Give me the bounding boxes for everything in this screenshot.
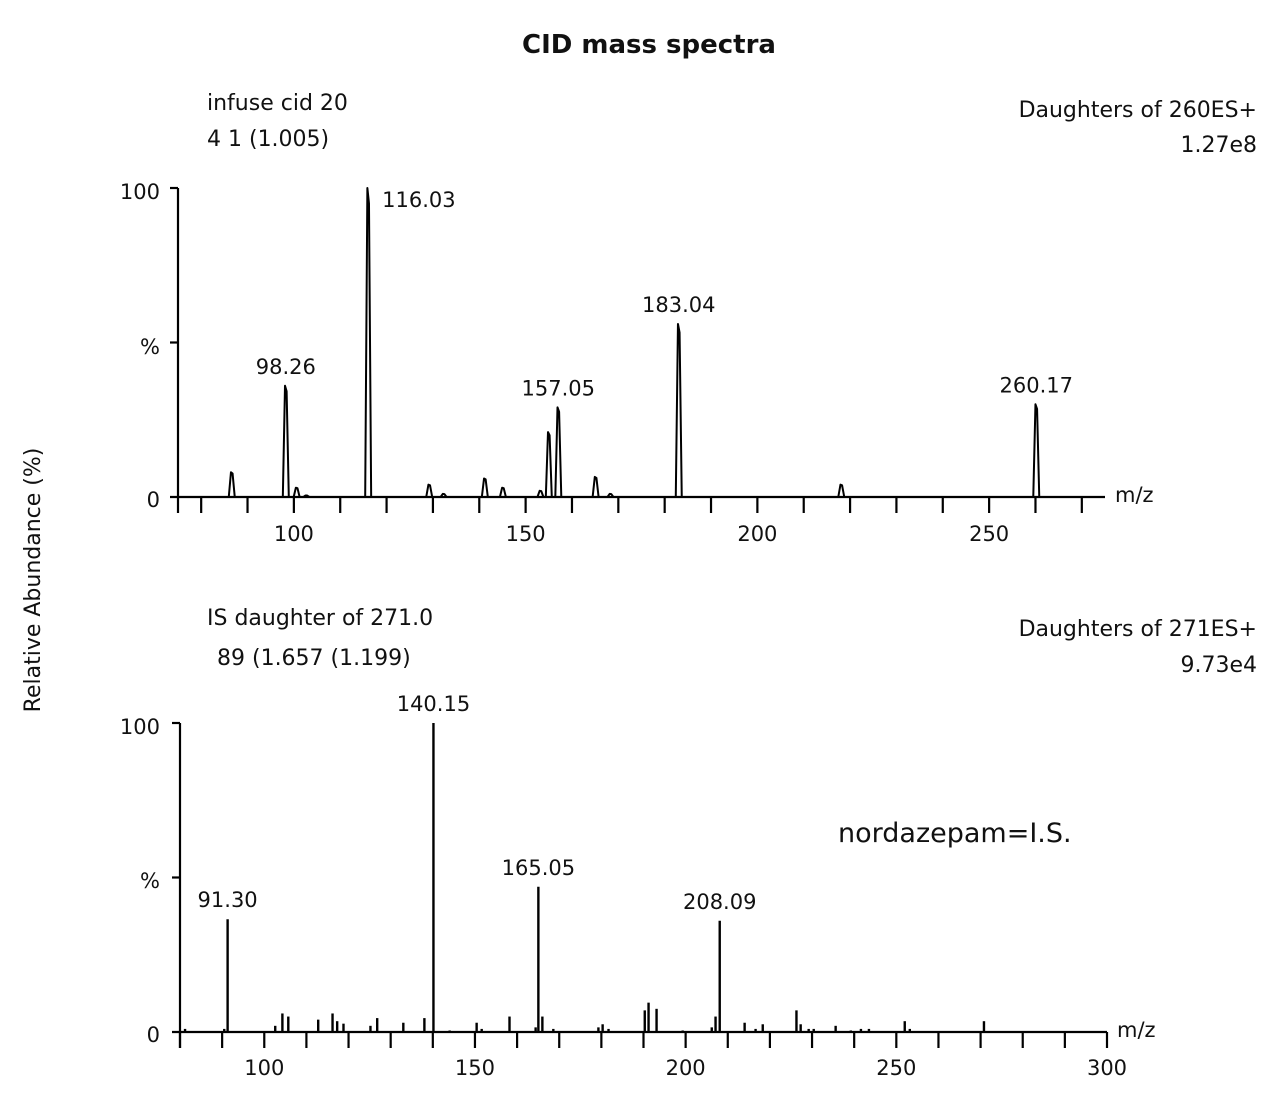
top-header-right-line2: 1.27e8 xyxy=(1180,133,1257,158)
spectrum-peak xyxy=(292,486,301,498)
peak-label: 140.15 xyxy=(397,692,470,716)
bottom-ytick-percent: % xyxy=(140,869,160,893)
bottom-spectrum-panel: 100 150 200 250 300 91.30 140.15 165.05 208.09 xyxy=(172,692,1127,1080)
peak-label: 157.05 xyxy=(522,376,595,400)
chart-title: CID mass spectra xyxy=(522,30,776,60)
spectrum-peak xyxy=(674,322,683,498)
bottom-xlabel: m/z xyxy=(1117,1018,1156,1042)
spectrum-peak xyxy=(281,384,290,498)
spectrum-peak xyxy=(227,471,236,498)
bottom-header-right-line2: 9.73e4 xyxy=(1180,653,1257,678)
bottom-header-left-line2: 89 (1.657 (1.199) xyxy=(217,646,411,671)
spectrum-peak xyxy=(554,406,563,498)
spectrum-peak xyxy=(837,483,846,498)
x-tick-label: 100 xyxy=(244,1056,284,1080)
x-tick-label: 250 xyxy=(876,1056,916,1080)
spectrum-peak xyxy=(498,486,507,498)
spectrum-peak xyxy=(544,431,553,498)
top-header-left-line2: 4 1 (1.005) xyxy=(207,127,329,152)
x-tick-label: 250 xyxy=(969,522,1009,546)
spectrum-peak xyxy=(364,187,373,498)
peak-label: 208.09 xyxy=(683,890,756,914)
x-tick-label: 150 xyxy=(455,1056,495,1080)
spectrum-peak xyxy=(606,492,615,498)
peak-label: 116.03 xyxy=(382,188,455,212)
top-xlabel: m/z xyxy=(1115,483,1154,507)
spectrum-peak xyxy=(302,494,310,498)
peak-label: 260.17 xyxy=(1000,373,1073,397)
internal-standard-annotation: nordazepam=I.S. xyxy=(838,818,1072,849)
spectrum-peak xyxy=(480,477,489,498)
x-tick-label: 200 xyxy=(737,522,777,546)
spectrum-peak xyxy=(439,492,448,498)
top-ytick-percent: % xyxy=(140,335,160,359)
bottom-header-left-line1: IS daughter of 271.0 xyxy=(207,606,433,631)
spectrum-peak xyxy=(425,483,434,498)
bottom-ytick-100: 100 xyxy=(120,715,160,739)
top-spectrum-panel: 100 150 200 250 98.26 116.03 157.05 183.04 260.1… xyxy=(170,186,1105,546)
peak-label: 91.30 xyxy=(198,888,258,912)
peak-label: 165.05 xyxy=(502,856,575,880)
peak-label: 183.04 xyxy=(642,293,715,317)
top-header-right-line1: Daughters of 260ES+ xyxy=(1019,98,1257,123)
bottom-header-right-line1: Daughters of 271ES+ xyxy=(1019,617,1257,642)
spectrum-peak xyxy=(591,475,600,498)
x-tick-label: 300 xyxy=(1087,1056,1127,1080)
spectrum-peak xyxy=(536,489,545,498)
top-ytick-0: 0 xyxy=(147,488,160,512)
x-tick-label: 150 xyxy=(506,522,546,546)
x-tick-label: 200 xyxy=(666,1056,706,1080)
top-ytick-100: 100 xyxy=(120,180,160,204)
spectrum-peak xyxy=(1032,403,1041,498)
x-tick-label: 100 xyxy=(274,522,314,546)
peak-label: 98.26 xyxy=(256,355,316,379)
bottom-ytick-0: 0 xyxy=(147,1023,160,1047)
top-header-left-line1: infuse cid 20 xyxy=(207,91,348,116)
y-axis-label: Relative Abundance (%) xyxy=(21,448,46,713)
